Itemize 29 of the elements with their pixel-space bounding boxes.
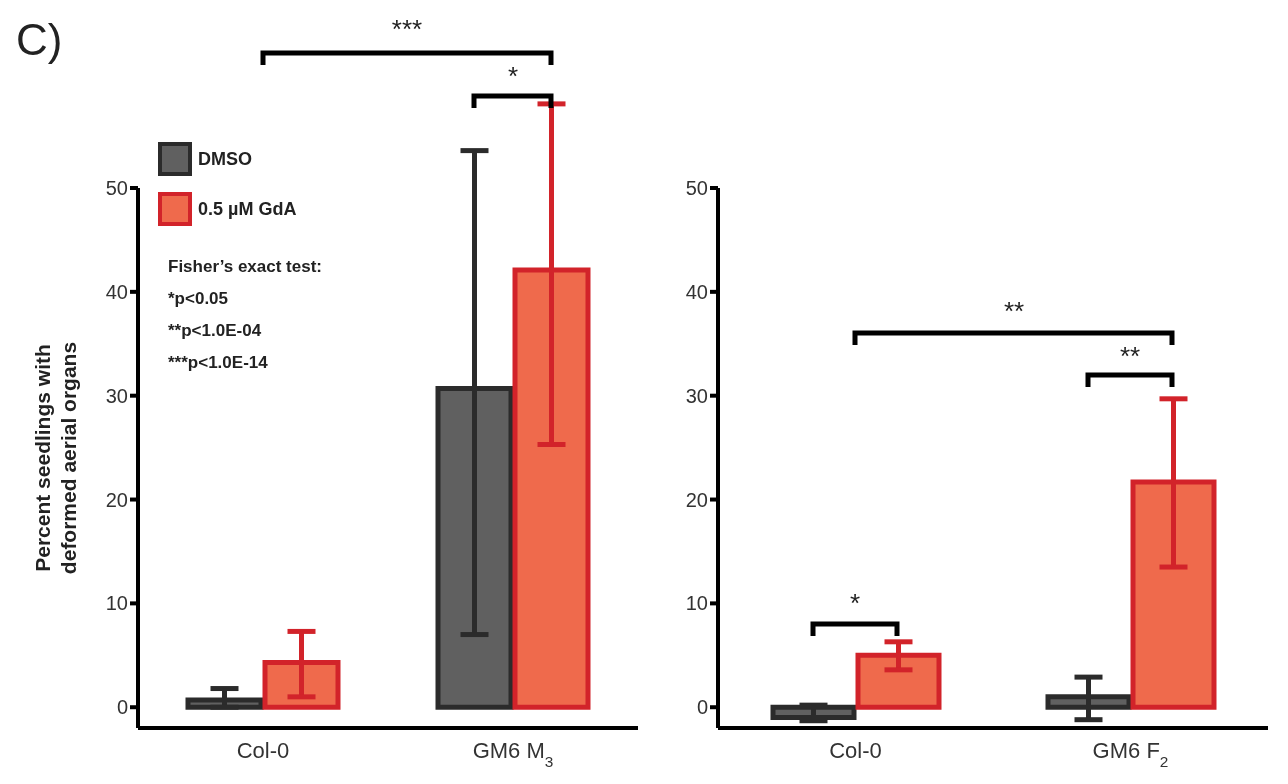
x-tick-label: Col-0	[236, 738, 290, 763]
x-tick-label: Col-0	[829, 738, 882, 763]
y-tick-label: 20	[105, 488, 128, 511]
x-tick-label: GM6 F$_{2}$	[1092, 738, 1169, 770]
annotation: **p<1.0E-04	[168, 321, 262, 340]
text: ***	[390, 14, 424, 44]
y-tick-label: 30	[685, 384, 708, 407]
y-tick-label: 40	[105, 280, 128, 303]
annotation: *p<0.05	[168, 289, 229, 308]
annotation: *	[848, 588, 862, 618]
legend-label: DMSO	[198, 148, 252, 170]
y-tick-label: 10	[685, 592, 708, 615]
y-tick-label: 50	[105, 177, 128, 200]
y-tick-label: 0	[116, 696, 128, 719]
annotation: **	[1118, 341, 1142, 371]
y-axis-title: Percent seedlings with deformed aerial organs	[31, 341, 80, 575]
annotation: ***p<1.0E-14	[168, 353, 268, 372]
x-tick-label: GM6 M$_{3}$	[472, 738, 554, 770]
y-tick-label: 10	[105, 592, 128, 615]
legend-label: 0.5 µM GdA	[198, 198, 297, 220]
y-tick-label: 20	[685, 488, 708, 511]
y-tick-label: 0	[696, 696, 708, 719]
y-tick-label: 50	[685, 177, 708, 200]
annotation: Fisher’s exact test:	[168, 257, 323, 276]
text: C)	[16, 15, 63, 64]
y-tick-label: 40	[685, 280, 708, 303]
text: *	[506, 61, 520, 91]
annotation: **	[1002, 296, 1026, 326]
y-tick-label: 30	[105, 384, 128, 407]
